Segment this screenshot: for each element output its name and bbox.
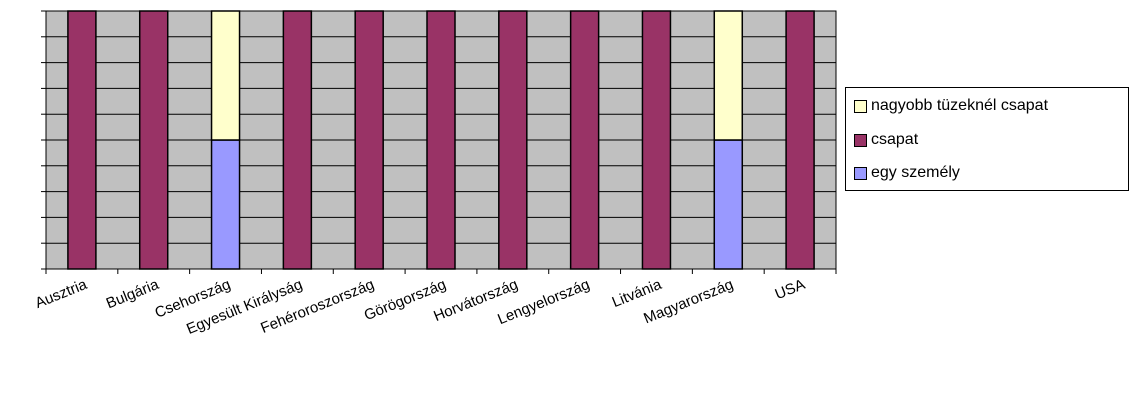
bar-segment [354, 10, 384, 270]
legend-swatch [854, 133, 867, 147]
bar-segment [498, 10, 528, 270]
legend-item: nagyobb tüzeknél csapat [854, 95, 1048, 117]
legend: nagyobb tüzeknél csapat csapat egy szemé… [845, 87, 1129, 191]
legend-item: csapat [854, 129, 918, 151]
legend-label: csapat [871, 131, 919, 148]
x-tick-label: USA [773, 276, 808, 303]
bar-segment [569, 10, 600, 270]
bar-segment [713, 139, 744, 270]
x-tick-label: Ausztria [33, 276, 90, 312]
bar-segment [138, 10, 169, 270]
legend-label: egy személy [871, 164, 960, 181]
bar-segment [426, 10, 456, 270]
legend-swatch [854, 166, 867, 180]
bar-segment [641, 10, 672, 270]
bar-segment [210, 10, 241, 141]
bar-segment [282, 10, 313, 270]
legend-label: nagyobb tüzeknél csapat [871, 97, 1049, 114]
legend-swatch [854, 99, 867, 113]
bar-segment [67, 10, 97, 270]
bar-segment [713, 10, 744, 141]
axes [41, 10, 837, 274]
legend-item: egy személy [854, 162, 960, 184]
bar-segment [210, 139, 241, 270]
bars [67, 10, 815, 270]
bar-segment [785, 10, 815, 270]
